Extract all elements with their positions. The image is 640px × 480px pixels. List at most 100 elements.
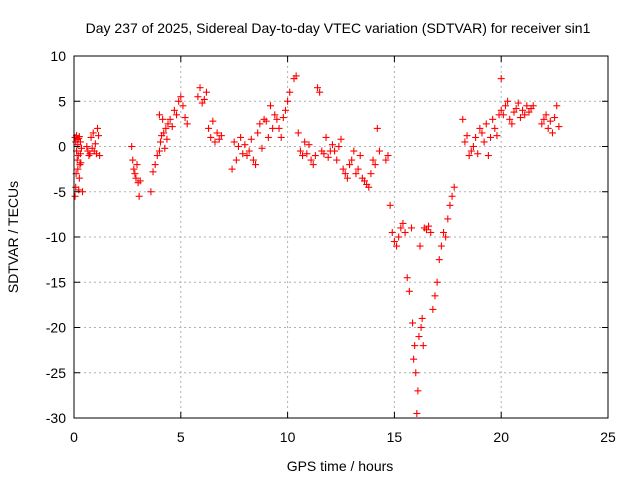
data-point [200, 95, 208, 103]
data-point [412, 369, 420, 377]
data-point [153, 152, 161, 160]
data-point [307, 156, 315, 164]
data-point [183, 120, 191, 128]
data-point [258, 144, 266, 152]
data-point [170, 106, 178, 114]
data-point [128, 143, 136, 150]
data-point [320, 150, 328, 158]
data-point [130, 165, 138, 173]
data-point [234, 143, 242, 150]
data-point [311, 152, 319, 160]
y-tick-label: -5 [54, 184, 67, 200]
data-point [294, 129, 302, 137]
data-point [418, 314, 426, 322]
data-point [386, 201, 394, 209]
data-point [168, 123, 176, 131]
x-tick-label: 20 [493, 429, 509, 445]
data-point [211, 138, 219, 146]
data-point [249, 156, 257, 164]
data-point [131, 170, 139, 178]
data-point [301, 138, 309, 146]
data-point [516, 114, 524, 122]
data-point [237, 133, 245, 141]
chart-title: Day 237 of 2025, Sidereal Day-to-day VTE… [86, 20, 591, 36]
data-point [551, 114, 559, 122]
data-point [209, 117, 217, 125]
data-point [159, 115, 167, 123]
data-point [480, 138, 488, 146]
data-point [508, 120, 516, 128]
data-point [341, 170, 349, 178]
data-point [77, 159, 85, 167]
data-point [194, 93, 202, 101]
data-point [461, 138, 469, 146]
data-point [198, 99, 206, 107]
data-point [474, 150, 482, 158]
data-point [373, 124, 381, 132]
data-point [155, 147, 163, 155]
data-point [215, 135, 223, 143]
data-point [161, 144, 169, 152]
data-point [163, 135, 171, 143]
data-point [444, 215, 452, 223]
data-point [71, 192, 79, 200]
data-point [155, 111, 163, 119]
data-point [491, 124, 499, 132]
data-point [166, 115, 174, 123]
data-point [411, 342, 419, 350]
data-point [273, 115, 281, 123]
data-point [89, 129, 97, 137]
data-point [427, 228, 435, 236]
data-points [71, 72, 563, 417]
data-point [409, 319, 417, 327]
data-point [96, 152, 104, 160]
data-point [241, 141, 249, 149]
data-point [544, 124, 552, 132]
y-tick-label: 0 [58, 139, 66, 155]
data-point [262, 117, 270, 125]
data-point [339, 165, 347, 173]
data-point [489, 115, 497, 123]
data-point [419, 342, 427, 350]
data-point [346, 161, 354, 169]
data-point [74, 165, 82, 173]
data-point [375, 147, 383, 155]
data-point [510, 108, 518, 116]
data-point [484, 152, 492, 160]
gridlines [74, 56, 608, 418]
data-point [284, 97, 292, 105]
data-point [343, 174, 351, 182]
data-point [230, 138, 238, 146]
data-point [512, 104, 520, 112]
data-point [243, 152, 251, 160]
data-point [540, 115, 548, 123]
data-point [296, 147, 304, 155]
y-tick-label: -10 [46, 229, 66, 245]
data-point [542, 111, 550, 119]
data-point [487, 133, 495, 141]
data-point [76, 150, 84, 158]
data-point [395, 233, 403, 241]
data-point [164, 120, 172, 128]
data-point [281, 106, 289, 114]
data-point [77, 144, 85, 152]
data-point [286, 88, 294, 96]
y-tick-label: 10 [50, 48, 66, 64]
data-point [213, 129, 221, 137]
data-point [75, 174, 83, 182]
data-point [407, 224, 415, 232]
data-point [239, 150, 247, 158]
data-point [465, 152, 473, 160]
data-point [162, 124, 170, 132]
axis-ticks [73, 55, 609, 419]
data-point [314, 84, 322, 92]
data-point [388, 228, 396, 236]
data-point [205, 124, 213, 132]
data-point [309, 161, 317, 169]
data-point [133, 161, 141, 169]
y-tick-label: -15 [46, 274, 66, 290]
data-point [316, 88, 324, 96]
data-point [506, 115, 514, 123]
data-point [519, 106, 527, 114]
